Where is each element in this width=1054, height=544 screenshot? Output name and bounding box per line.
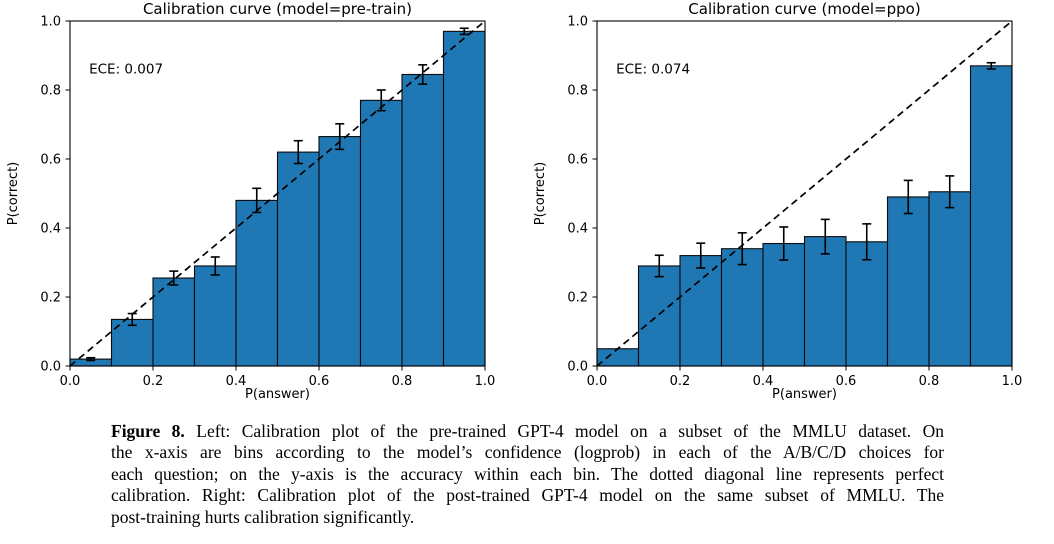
x-tick-label: 0.8 bbox=[392, 374, 413, 389]
x-tick-label: 0.6 bbox=[309, 374, 330, 389]
histogram-bar bbox=[637, 265, 681, 367]
ece-annotation: ECE: 0.007 bbox=[89, 61, 163, 77]
x-tick-label: 1.0 bbox=[1002, 374, 1023, 389]
x-tick-label: 0.4 bbox=[226, 374, 247, 389]
y-tick-label: 0.2 bbox=[40, 291, 61, 306]
x-tick-label: 0.8 bbox=[919, 374, 940, 389]
histogram-bar bbox=[442, 30, 486, 367]
chart-title: Calibration curve (model=pre-train) bbox=[143, 0, 412, 18]
y-tick-label: 1.0 bbox=[567, 15, 588, 30]
histogram-bar bbox=[193, 265, 237, 367]
histogram-bar bbox=[401, 73, 445, 367]
y-tick-label: 0.4 bbox=[567, 222, 588, 237]
axes-spines bbox=[596, 20, 1013, 367]
y-tick-label: 1.0 bbox=[40, 15, 61, 30]
x-axis-label: P(answer) bbox=[772, 387, 837, 402]
y-axis-label: P(correct) bbox=[533, 162, 548, 226]
calibration-chart-pretrain: 0.0 0.2 0.4 0.6 0.8 1.0 0.0 0.2 0.4 0.6 0.8 1.0 Cali… bbox=[0, 0, 527, 412]
histogram-bar bbox=[596, 348, 640, 367]
y-tick-label: 0.0 bbox=[40, 360, 61, 375]
chart-svg: 0.0 0.2 0.4 0.6 0.8 1.0 0.0 0.2 0.4 0.6 0.8 1.0 Cali… bbox=[6, 0, 496, 402]
y-axis-label: P(correct) bbox=[6, 162, 21, 226]
y-tick-label: 0.2 bbox=[567, 291, 588, 306]
figure-caption-line: each question; on the y-axis is the accu… bbox=[111, 463, 944, 484]
axes-spines bbox=[69, 20, 486, 367]
histogram-bar bbox=[886, 196, 930, 367]
histogram-bar bbox=[845, 241, 889, 367]
perfect-calibration-line bbox=[69, 20, 486, 367]
y-tick-label: 0.8 bbox=[40, 84, 61, 99]
histogram-bar bbox=[359, 99, 403, 367]
figure-caption-line: post-training hurts calibration signific… bbox=[111, 506, 415, 527]
chart-svg: 0.0 0.2 0.4 0.6 0.8 1.0 0.0 0.2 0.4 0.6 0.8 1.0 Cali… bbox=[533, 0, 1023, 402]
x-tick-label: 1.0 bbox=[475, 374, 496, 389]
histogram-bar bbox=[318, 136, 362, 367]
histogram-bar bbox=[720, 248, 764, 367]
histogram-bar bbox=[969, 65, 1013, 367]
ece-annotation: ECE: 0.074 bbox=[616, 61, 690, 77]
figure-caption-text: Left: Calibration plot of the pre-traine… bbox=[196, 421, 944, 441]
x-tick-label: 0.4 bbox=[753, 374, 774, 389]
figure-caption-line: calibration. Right: Calibration plot of … bbox=[111, 485, 944, 506]
histogram-bar bbox=[276, 151, 320, 367]
x-tick-label: 0.2 bbox=[143, 374, 164, 389]
figure-caption-label: Figure 8. bbox=[111, 421, 185, 441]
histogram-bar bbox=[679, 255, 723, 367]
figure-caption: Figure 8. Left: Calibration plot of the … bbox=[111, 421, 944, 528]
charts-row: 0.0 0.2 0.4 0.6 0.8 1.0 0.0 0.2 0.4 0.6 0.8 1.0 Cali… bbox=[0, 0, 1054, 412]
perfect-calibration-line bbox=[596, 20, 1013, 367]
histogram-bar bbox=[803, 236, 847, 367]
y-tick-label: 0.6 bbox=[40, 153, 61, 168]
y-tick-label: 0.0 bbox=[567, 360, 588, 375]
x-tick-label: 0.0 bbox=[60, 374, 81, 389]
chart-title: Calibration curve (model=ppo) bbox=[688, 0, 920, 18]
figure-caption-line: the x-axis are bins according to the mod… bbox=[111, 442, 944, 463]
x-tick-label: 0.2 bbox=[670, 374, 691, 389]
x-tick-label: 0.0 bbox=[587, 374, 608, 389]
histogram-bar bbox=[928, 191, 972, 367]
y-tick-label: 0.4 bbox=[40, 222, 61, 237]
y-tick-label: 0.6 bbox=[567, 153, 588, 168]
x-axis-label: P(answer) bbox=[245, 387, 310, 402]
histogram-bar bbox=[235, 199, 279, 367]
histogram-bar bbox=[762, 242, 806, 367]
x-tick-label: 0.6 bbox=[836, 374, 857, 389]
calibration-chart-ppo: 0.0 0.2 0.4 0.6 0.8 1.0 0.0 0.2 0.4 0.6 0.8 1.0 Cali… bbox=[527, 0, 1054, 412]
figure-caption-line: Figure 8. Left: Calibration plot of the … bbox=[111, 421, 944, 442]
y-tick-label: 0.8 bbox=[567, 84, 588, 99]
